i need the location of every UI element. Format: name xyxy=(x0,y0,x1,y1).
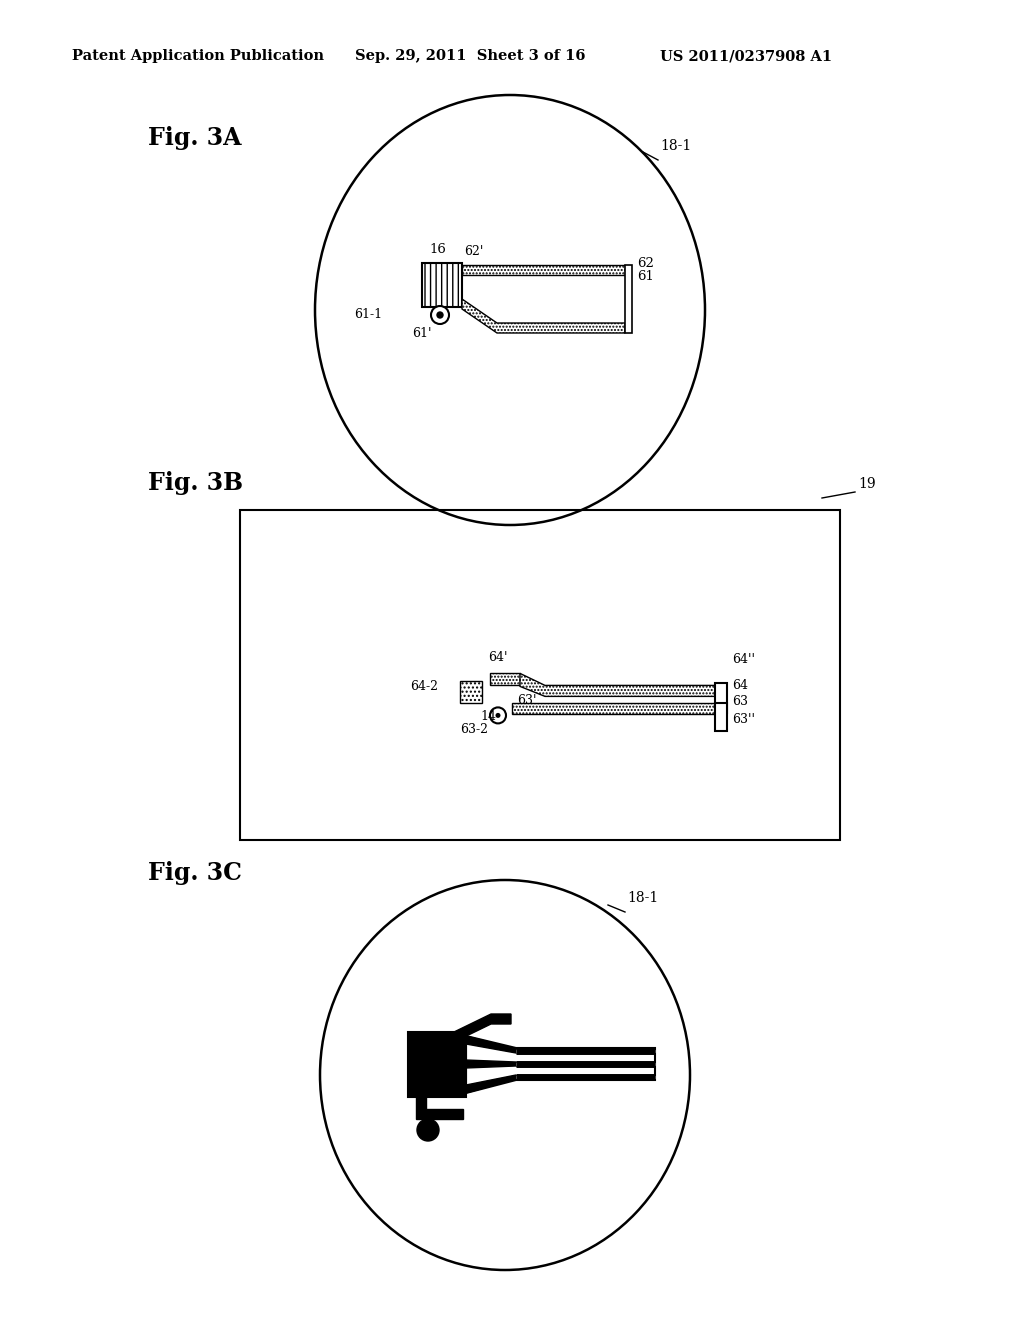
Text: Sep. 29, 2011  Sheet 3 of 16: Sep. 29, 2011 Sheet 3 of 16 xyxy=(355,49,586,63)
Text: 63: 63 xyxy=(732,696,748,709)
Text: 63'': 63'' xyxy=(732,713,755,726)
Polygon shape xyxy=(520,673,715,697)
Polygon shape xyxy=(454,1014,511,1041)
Bar xyxy=(490,673,520,685)
Text: 61': 61' xyxy=(412,327,431,341)
Text: 19: 19 xyxy=(858,477,876,491)
Circle shape xyxy=(417,1119,439,1140)
Circle shape xyxy=(490,708,506,723)
Bar xyxy=(462,265,625,275)
Polygon shape xyxy=(466,1060,516,1068)
Polygon shape xyxy=(466,1036,516,1053)
Circle shape xyxy=(431,306,449,323)
Polygon shape xyxy=(466,1074,516,1093)
Text: US 2011/0237908 A1: US 2011/0237908 A1 xyxy=(660,49,833,63)
Bar xyxy=(715,704,727,731)
Text: 18-1: 18-1 xyxy=(660,139,691,153)
Text: 64-2: 64-2 xyxy=(410,680,438,693)
Text: Patent Application Publication: Patent Application Publication xyxy=(72,49,324,63)
Bar xyxy=(625,265,632,333)
Bar xyxy=(240,510,840,840)
Text: 63-2: 63-2 xyxy=(460,723,488,737)
Text: 62': 62' xyxy=(464,246,483,257)
Bar xyxy=(408,1032,466,1097)
Text: 64: 64 xyxy=(732,680,748,693)
Text: Fig. 3B: Fig. 3B xyxy=(148,471,243,495)
Text: 61: 61 xyxy=(637,271,654,282)
Text: Fig. 3A: Fig. 3A xyxy=(148,125,242,150)
Text: 18-1: 18-1 xyxy=(627,891,658,906)
Bar xyxy=(512,704,715,714)
Text: 16: 16 xyxy=(429,243,446,256)
Text: 64'': 64'' xyxy=(732,653,755,667)
Bar xyxy=(460,681,482,704)
Text: 14: 14 xyxy=(480,710,496,723)
Text: 62: 62 xyxy=(637,257,654,271)
Text: 63': 63' xyxy=(517,694,537,708)
Text: Fig. 3C: Fig. 3C xyxy=(148,861,242,884)
Text: 64': 64' xyxy=(488,651,508,664)
Text: 61-1: 61-1 xyxy=(354,308,382,321)
Bar xyxy=(422,263,462,308)
Circle shape xyxy=(437,312,443,318)
Bar xyxy=(715,684,727,713)
Circle shape xyxy=(496,713,501,718)
Polygon shape xyxy=(462,300,625,333)
Polygon shape xyxy=(416,1097,463,1119)
